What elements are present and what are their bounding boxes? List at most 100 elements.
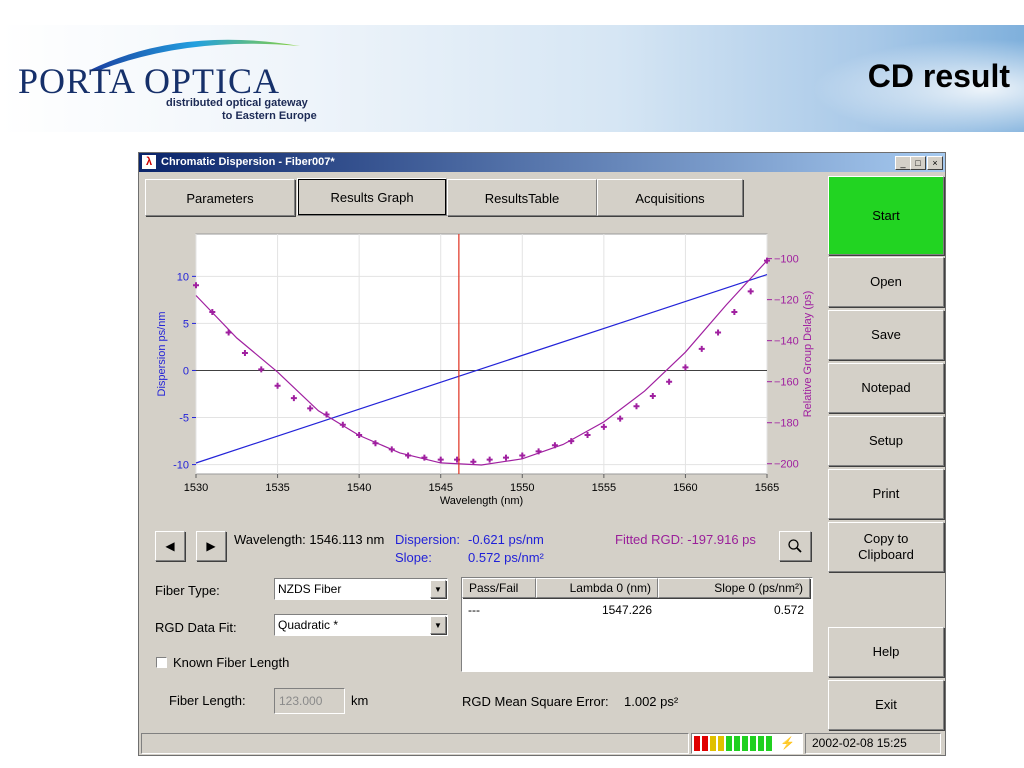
rgd-data-point (519, 452, 526, 459)
help-button[interactable]: Help (828, 627, 944, 677)
status-message-panel (141, 733, 689, 754)
rgd-data-point (633, 403, 640, 410)
rgd-data-point (405, 452, 412, 459)
save-button[interactable]: Save (828, 310, 944, 360)
notepad-button[interactable]: Notepad (828, 363, 944, 413)
y-left-tick-label: -10 (173, 460, 189, 472)
rgd-data-point (323, 411, 330, 418)
battery-segment (726, 736, 732, 751)
rgd-data-point (372, 440, 379, 447)
rgd-data-point (535, 448, 542, 455)
battery-segment (734, 736, 740, 751)
table-header-pass-fail[interactable]: Pass/Fail (462, 578, 536, 598)
rgd-data-point (666, 378, 673, 385)
table-cell-lambda0: 1547.226 (601, 603, 652, 617)
copy-label-line1: Copy to (863, 531, 909, 546)
rgd-data-point (290, 395, 297, 402)
magnifier-icon (788, 539, 802, 553)
fiber-type-select[interactable]: NZDS Fiber ▼ (274, 578, 448, 600)
x-tick-label: 1560 (673, 482, 697, 494)
minimize-button[interactable]: _ (895, 156, 911, 170)
copy-label-line2: Clipboard (858, 547, 914, 562)
rgd-data-point (698, 345, 705, 352)
table-cell-slope0: 0.572 (773, 603, 804, 617)
rgd-fit-curve (195, 260, 768, 466)
dispersion-line (195, 274, 768, 464)
open-label: Open (870, 274, 902, 289)
y-right-tick-label: −100 (774, 254, 799, 266)
rgd-data-point (388, 446, 395, 453)
table-header-lambda0[interactable]: Lambda 0 (nm) (536, 578, 658, 598)
tab-acquisitions[interactable]: Acquisitions (597, 179, 743, 216)
dispersion-value: -0.621 ps/nm (468, 532, 544, 547)
rgd-data-point (307, 405, 314, 412)
chevron-down-icon[interactable]: ▼ (430, 580, 446, 598)
rgd-fit-value: Quadratic * (278, 618, 339, 632)
window-title: Chromatic Dispersion - Fiber007* (161, 156, 335, 168)
fiber-length-input[interactable]: 123.000 (274, 688, 345, 714)
table-header-slope0[interactable]: Slope 0 (ps/nm²) (658, 578, 810, 598)
rgd-data-point (258, 366, 265, 373)
rgd-data-point (437, 456, 444, 463)
rgd-data-point (584, 432, 591, 439)
x-axis-label: Wavelength (nm) (440, 495, 523, 507)
chevron-down-icon[interactable]: ▼ (430, 616, 446, 634)
open-button[interactable]: Open (828, 257, 944, 307)
maximize-button[interactable]: □ (910, 156, 926, 170)
rgd-data-point (649, 393, 656, 400)
y-right-tick-label: −200 (774, 459, 799, 471)
window-titlebar[interactable]: λ Chromatic Dispersion - Fiber007* _ □ × (139, 153, 945, 172)
cursor-left-button[interactable]: ◀ (155, 531, 185, 561)
rgd-data-point (356, 432, 363, 439)
fiber-length-label: Fiber Length: (169, 693, 246, 708)
setup-button[interactable]: Setup (828, 416, 944, 466)
tab-parameters[interactable]: Parameters (145, 179, 295, 216)
known-length-checkbox[interactable] (156, 657, 167, 668)
status-datetime: 2002-02-08 15:25 (805, 733, 941, 754)
zoom-button[interactable] (779, 531, 811, 561)
start-label: Start (872, 207, 900, 223)
rgd-data-point (747, 288, 754, 295)
dispersion-chart: 1530 1535 1540 1545 1550 1555 1560 1565 10 5 0 -5 -1… (156, 233, 814, 507)
mse-value: 1.002 ps² (624, 694, 679, 709)
start-button[interactable]: Start (828, 176, 944, 255)
battery-segment (702, 736, 708, 751)
battery-segment (742, 736, 748, 751)
exit-button[interactable]: Exit (828, 680, 944, 730)
print-button[interactable]: Print (828, 469, 944, 519)
cursor-right-button[interactable]: ▶ (196, 531, 226, 561)
tab-results-graph[interactable]: Results Graph (297, 178, 447, 216)
slide-title: CD result (867, 58, 1010, 94)
rgd-data-point (486, 456, 493, 463)
rgd-data-point (568, 438, 575, 445)
help-label: Help (872, 644, 900, 659)
y-right-axis-label: Relative Group Delay (ps) (802, 291, 814, 418)
setup-label: Setup (869, 433, 903, 448)
y-left-tick-label: 5 (183, 318, 189, 330)
x-tick-label: 1540 (347, 482, 371, 494)
tab-results-table[interactable]: ResultsTable (447, 179, 597, 216)
rgd-data-point (193, 282, 199, 289)
rgd-data-point (600, 423, 607, 430)
rgd-data-point (715, 329, 722, 336)
y-left-tick-label: 10 (177, 271, 189, 283)
rgd-data-point (551, 442, 558, 449)
slope-label: Slope: (395, 550, 432, 565)
table-cell-pass-fail: --- (468, 603, 480, 617)
rgd-data-point (731, 308, 738, 315)
close-button[interactable]: × (927, 156, 943, 170)
rgd-data-point (274, 382, 281, 389)
mse-label: RGD Mean Square Error: (462, 694, 609, 709)
rgd-fit-select[interactable]: Quadratic * ▼ (274, 614, 448, 636)
y-right-tick-label: −180 (774, 418, 799, 430)
copy-to-clipboard-button[interactable]: Copy to Clipboard (828, 522, 944, 572)
logo-tagline-2: to Eastern Europe (222, 110, 317, 122)
y-right-tick-label: −160 (774, 377, 799, 389)
rgd-data-point (502, 454, 509, 461)
x-tick-label: 1565 (755, 482, 779, 494)
x-tick-label: 1530 (184, 482, 208, 494)
rgd-fit-label: RGD Data Fit: (155, 620, 237, 635)
y-right-tick-label: −120 (774, 295, 799, 307)
status-bar: ⚡ 2002-02-08 15:25 (141, 733, 943, 754)
x-tick-label: 1545 (428, 482, 452, 494)
